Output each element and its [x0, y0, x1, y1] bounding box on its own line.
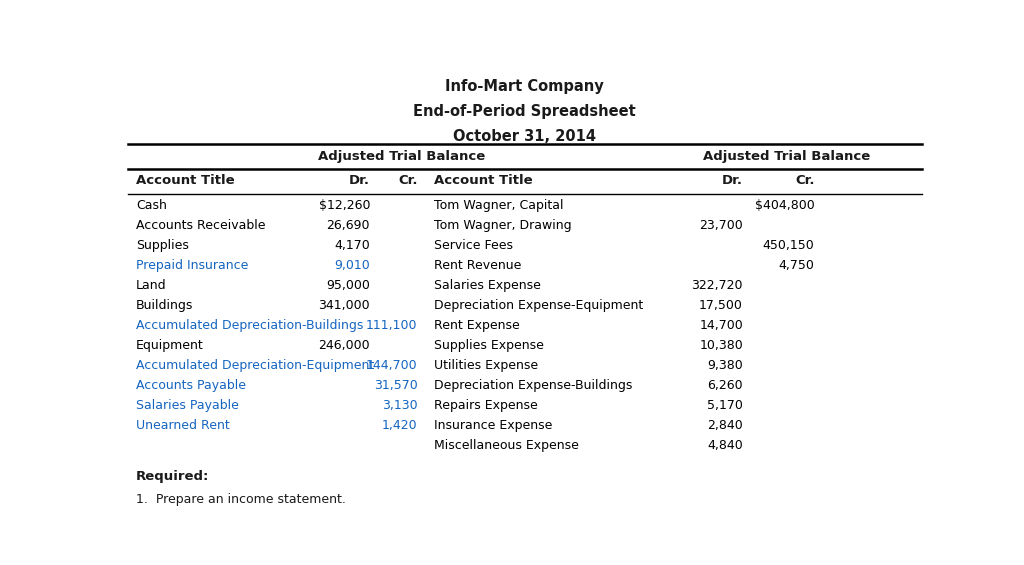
Text: Dr.: Dr.: [722, 174, 743, 187]
Text: 4,840: 4,840: [708, 440, 743, 453]
Text: Accounts Receivable: Accounts Receivable: [136, 219, 265, 232]
Text: 1.  Prepare an income statement.: 1. Prepare an income statement.: [136, 493, 346, 506]
Text: Cash: Cash: [136, 199, 167, 212]
Text: 6,260: 6,260: [708, 379, 743, 392]
Text: Repairs Expense: Repairs Expense: [433, 399, 538, 412]
Text: Utilities Expense: Utilities Expense: [433, 359, 538, 372]
Text: 4,170: 4,170: [334, 239, 370, 252]
Text: 144,700: 144,700: [366, 359, 418, 372]
Text: Land: Land: [136, 279, 167, 292]
Text: Adjusted Trial Balance: Adjusted Trial Balance: [703, 150, 870, 163]
Text: Rent Expense: Rent Expense: [433, 319, 519, 332]
Text: Tom Wagner, Capital: Tom Wagner, Capital: [433, 199, 563, 212]
Text: 23,700: 23,700: [699, 219, 743, 232]
Text: $12,260: $12,260: [318, 199, 370, 212]
Text: 3,130: 3,130: [382, 399, 418, 412]
Text: 95,000: 95,000: [327, 279, 370, 292]
Text: 2,840: 2,840: [708, 419, 743, 432]
Text: 5,170: 5,170: [708, 399, 743, 412]
Text: Unearned Rent: Unearned Rent: [136, 419, 229, 432]
Text: Adjusted Trial Balance: Adjusted Trial Balance: [318, 150, 485, 163]
Text: 4,750: 4,750: [778, 259, 814, 272]
Text: Cr.: Cr.: [795, 174, 814, 187]
Text: 450,150: 450,150: [763, 239, 814, 252]
Text: End-of-Period Spreadsheet: End-of-Period Spreadsheet: [414, 104, 636, 119]
Text: Miscellaneous Expense: Miscellaneous Expense: [433, 440, 579, 453]
Text: Required:: Required:: [136, 470, 209, 483]
Text: Equipment: Equipment: [136, 339, 204, 352]
Text: 9,010: 9,010: [334, 259, 370, 272]
Text: Service Fees: Service Fees: [433, 239, 513, 252]
Text: Supplies: Supplies: [136, 239, 188, 252]
Text: 341,000: 341,000: [318, 299, 370, 312]
Text: Tom Wagner, Drawing: Tom Wagner, Drawing: [433, 219, 571, 232]
Text: Rent Revenue: Rent Revenue: [433, 259, 521, 272]
Text: October 31, 2014: October 31, 2014: [454, 129, 596, 144]
Text: Insurance Expense: Insurance Expense: [433, 419, 552, 432]
Text: 26,690: 26,690: [327, 219, 370, 232]
Text: Prepaid Insurance: Prepaid Insurance: [136, 259, 248, 272]
Text: 246,000: 246,000: [318, 339, 370, 352]
Text: 10,380: 10,380: [699, 339, 743, 352]
Text: Accumulated Depreciation-Buildings: Accumulated Depreciation-Buildings: [136, 319, 364, 332]
Text: 322,720: 322,720: [691, 279, 743, 292]
Text: $404,800: $404,800: [755, 199, 814, 212]
Text: 9,380: 9,380: [708, 359, 743, 372]
Text: Salaries Payable: Salaries Payable: [136, 399, 239, 412]
Text: 31,570: 31,570: [374, 379, 418, 392]
Text: Buildings: Buildings: [136, 299, 194, 312]
Text: Info-Mart Company: Info-Mart Company: [445, 79, 604, 94]
Text: Cr.: Cr.: [398, 174, 418, 187]
Text: Depreciation Expense-Equipment: Depreciation Expense-Equipment: [433, 299, 643, 312]
Text: 14,700: 14,700: [699, 319, 743, 332]
Text: 111,100: 111,100: [367, 319, 418, 332]
Text: Dr.: Dr.: [349, 174, 370, 187]
Text: Supplies Expense: Supplies Expense: [433, 339, 544, 352]
Text: Accumulated Depreciation-Equipment: Accumulated Depreciation-Equipment: [136, 359, 374, 372]
Text: Salaries Expense: Salaries Expense: [433, 279, 541, 292]
Text: 17,500: 17,500: [699, 299, 743, 312]
Text: 1,420: 1,420: [382, 419, 418, 432]
Text: Account Title: Account Title: [433, 174, 532, 187]
Text: Depreciation Expense-Buildings: Depreciation Expense-Buildings: [433, 379, 632, 392]
Text: Accounts Payable: Accounts Payable: [136, 379, 246, 392]
Text: Account Title: Account Title: [136, 174, 234, 187]
